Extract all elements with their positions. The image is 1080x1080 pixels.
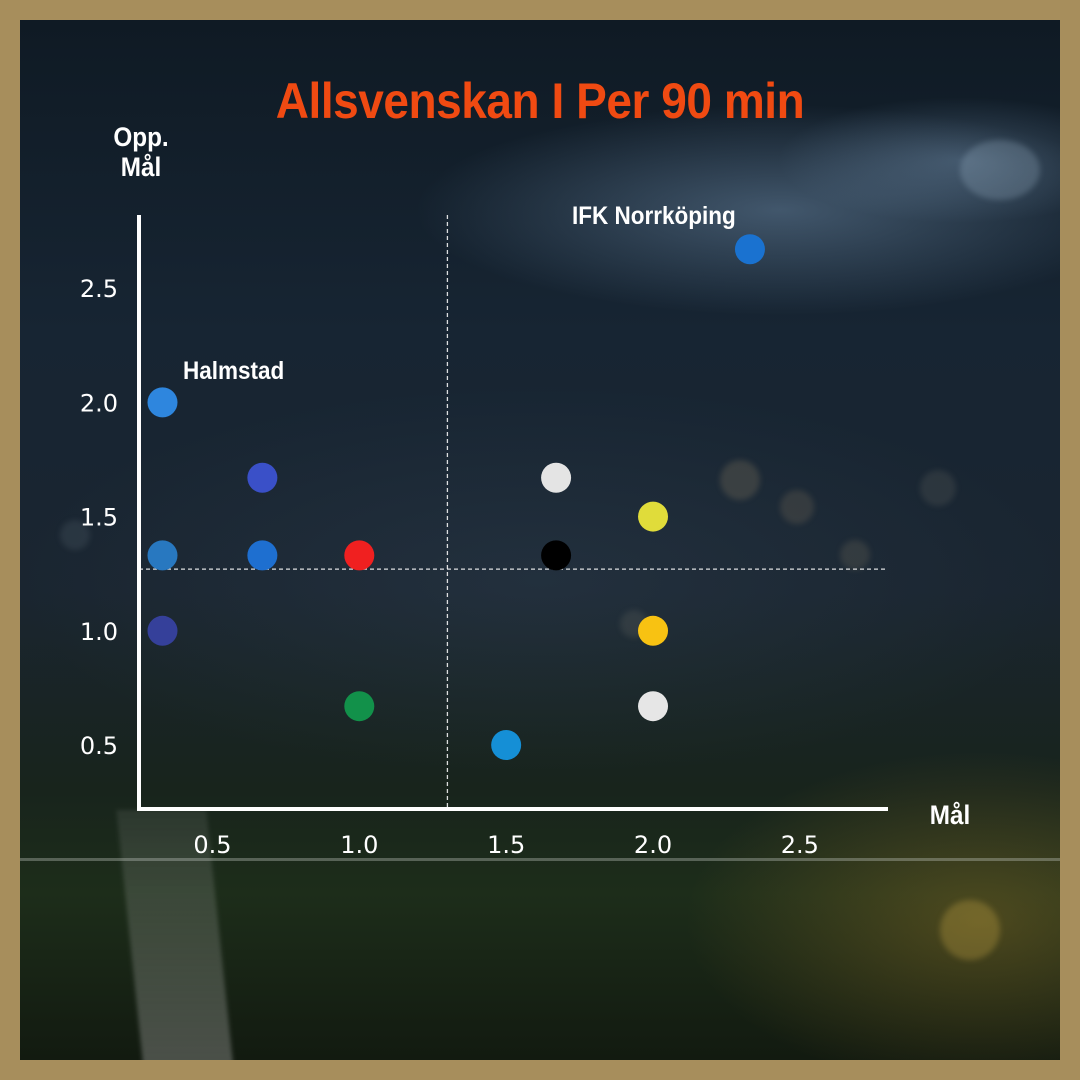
- data-point: [638, 501, 669, 532]
- pitch-line: [20, 858, 1060, 861]
- x-tick-label: 2.0: [634, 831, 672, 859]
- x-tick-label: 1.0: [340, 831, 378, 859]
- x-tick-label: 1.5: [487, 831, 525, 859]
- bokeh-light: [920, 470, 956, 506]
- bokeh-light: [780, 490, 814, 524]
- data-point: [734, 234, 765, 265]
- x-axis-label: Mål: [929, 800, 971, 830]
- bokeh-light: [940, 900, 1000, 960]
- data-point: [344, 540, 375, 571]
- data-point: [491, 730, 522, 761]
- data-point: [147, 540, 178, 571]
- bokeh-light: [840, 540, 870, 570]
- point-label-halmstad: Halmstad: [183, 357, 285, 385]
- data-point: [541, 462, 572, 493]
- data-point: [541, 540, 572, 571]
- y-axis-label: Opp. Mål: [113, 122, 169, 182]
- data-point: [344, 691, 375, 722]
- bokeh-light: [60, 520, 90, 550]
- y-tick-label: 2.0: [80, 389, 118, 417]
- data-point: [247, 540, 278, 571]
- y-tick-label: 1.5: [80, 504, 118, 532]
- axes: [137, 215, 888, 811]
- data-point: [147, 615, 178, 646]
- tick-labels: 0.5 1.0 1.5 2.0 2.5 0.5 1.0 1.5 2.0 2.5: [80, 275, 819, 859]
- x-tick-label: 2.5: [781, 831, 819, 859]
- stadium-background: [20, 20, 1060, 1060]
- reference-lines: [139, 215, 888, 809]
- data-point: [147, 387, 178, 418]
- bokeh-light: [720, 460, 760, 500]
- data-point: [638, 691, 669, 722]
- bokeh-light: [960, 140, 1040, 200]
- chart-title: Allsvenskan I Per 90 min: [275, 73, 805, 129]
- data-points: [147, 234, 765, 761]
- y-tick-label: 0.5: [80, 732, 118, 760]
- y-tick-label: 2.5: [80, 275, 118, 303]
- y-tick-label: 1.0: [80, 618, 118, 646]
- data-point: [638, 615, 669, 646]
- point-label-ifk-norrkoping: IFK Norrköping: [572, 202, 736, 230]
- x-tick-label: 0.5: [193, 831, 231, 859]
- data-point: [247, 462, 278, 493]
